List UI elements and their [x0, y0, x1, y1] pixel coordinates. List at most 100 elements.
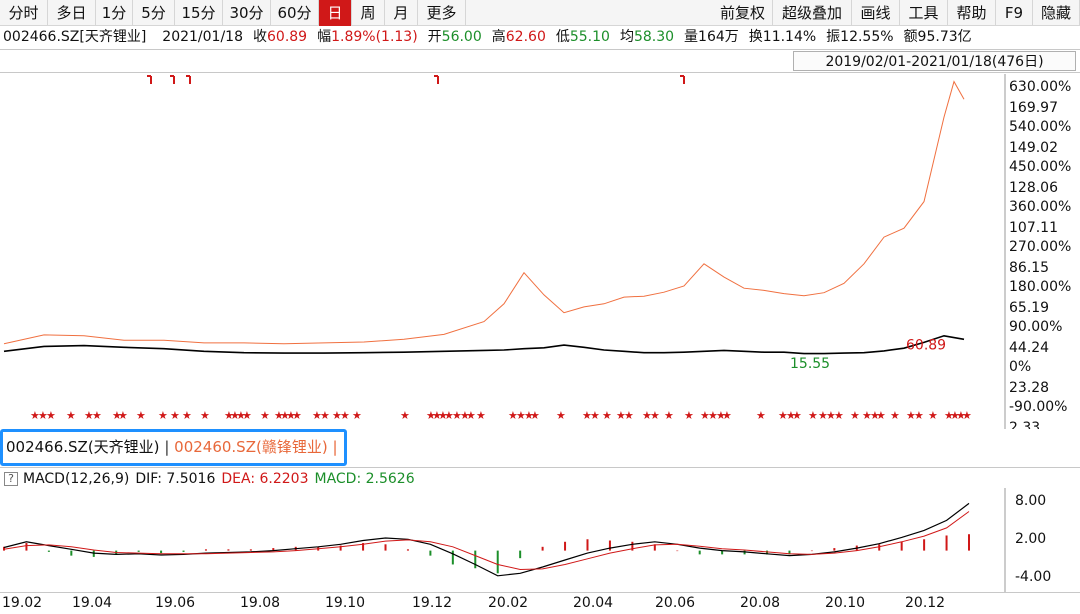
signal-star-47: ★	[650, 409, 660, 422]
date-range-selector[interactable]: 2019/02/01-2021/01/18(476日)	[793, 51, 1076, 71]
annotation-low-price: 15.55	[790, 356, 830, 372]
tool-button-5[interactable]: F9	[996, 0, 1033, 26]
y-tick-pct-0: 630.00%	[1009, 79, 1071, 95]
legend-stock-2[interactable]: 002460.SZ(赣锋锂业)	[174, 438, 328, 456]
y-tick-price-0: 169.97	[1009, 100, 1058, 116]
signal-star-35: ★	[476, 409, 486, 422]
macd-bar-16	[362, 543, 365, 551]
macd-bar-28	[631, 541, 634, 551]
signal-star-34: ★	[466, 409, 476, 422]
signal-star-5: ★	[92, 409, 102, 422]
macd-bar-12	[272, 548, 275, 551]
x-tick-9: 20.08	[740, 595, 781, 611]
x-tick-2: 19.06	[155, 595, 196, 611]
signal-star-25: ★	[340, 409, 350, 422]
y-tick-price-5: 65.19	[1009, 300, 1049, 316]
macd-dif-value: DIF: 7.5016	[135, 470, 216, 487]
y-tick-price-6: 44.24	[1009, 340, 1049, 356]
tool-button-4[interactable]: 帮助	[948, 0, 996, 26]
macd-y-tick-2: -4.00	[1015, 569, 1051, 585]
tool-button-3[interactable]: 工具	[900, 0, 948, 26]
period-tab-5[interactable]: 30分	[223, 0, 271, 26]
macd-bar-23	[519, 550, 522, 559]
macd-bar-8	[182, 550, 185, 552]
tool-button-6[interactable]: 隐藏	[1033, 0, 1080, 26]
macd-bar-7	[160, 550, 163, 554]
event-flag-1[interactable]	[170, 75, 175, 84]
macd-bar-11	[249, 549, 252, 551]
macd-bar-21	[474, 550, 477, 569]
y-tick-price-7: 23.28	[1009, 380, 1049, 396]
signal-star-67: ★	[906, 409, 916, 422]
tool-button-1[interactable]: 超级叠加	[773, 0, 852, 26]
signal-star-4: ★	[84, 409, 94, 422]
macd-bar-2	[47, 550, 50, 552]
y-tick-price-2: 128.06	[1009, 180, 1058, 196]
x-tick-1: 19.04	[72, 595, 113, 611]
period-tab-7[interactable]: 日	[319, 0, 352, 26]
help-icon[interactable]: ?	[4, 471, 18, 486]
signal-star-51: ★	[708, 409, 718, 422]
signal-star-61: ★	[834, 409, 844, 422]
x-tick-6: 20.02	[488, 595, 529, 611]
signal-star-13: ★	[224, 409, 234, 422]
y-tick-price-4: 86.15	[1009, 260, 1049, 276]
signal-star-7: ★	[118, 409, 128, 422]
legend-stock-1[interactable]: 002466.SZ(天齐锂业)	[6, 438, 160, 456]
signal-star-6: ★	[112, 409, 122, 422]
macd-macd-value: MACD: 2.5626	[314, 470, 415, 487]
period-tab-3[interactable]: 5分	[133, 0, 175, 26]
event-flag-3[interactable]	[434, 75, 439, 84]
event-flag-0[interactable]	[147, 75, 152, 84]
signal-star-27: ★	[400, 409, 410, 422]
signal-star-3: ★	[66, 409, 76, 422]
period-tab-9[interactable]: 月	[385, 0, 418, 26]
low-label: 低	[555, 29, 570, 45]
x-tick-7: 20.04	[573, 595, 614, 611]
event-flag-4[interactable]	[680, 75, 685, 84]
open-value: 56.00	[441, 29, 482, 45]
event-flag-2[interactable]	[186, 75, 191, 84]
period-tab-6[interactable]: 60分	[271, 0, 319, 26]
period-tab-4[interactable]: 15分	[175, 0, 223, 26]
y-tick-pct-2: 450.00%	[1009, 159, 1071, 175]
period-tab-0[interactable]: 分时	[0, 0, 48, 26]
signal-star-63: ★	[862, 409, 872, 422]
signal-star-60: ★	[826, 409, 836, 422]
legend-separator: |	[164, 438, 170, 456]
macd-indicator-name[interactable]: MACD(12,26,9)	[23, 470, 130, 487]
signal-star-59: ★	[818, 409, 828, 422]
macd-bar-40	[900, 541, 903, 551]
turnover-value: 换11.14%	[748, 29, 817, 45]
series-line-0	[3, 334, 965, 355]
range-row: 2019/02/01-2021/01/18(476日)	[0, 49, 1080, 73]
tool-button-2[interactable]: 画线	[852, 0, 900, 26]
macd-bar-3	[70, 550, 73, 556]
macd-bar-37	[833, 548, 836, 551]
signal-star-17: ★	[260, 409, 270, 422]
period-tab-1[interactable]: 多日	[48, 0, 96, 26]
change-label: 幅	[317, 29, 332, 45]
y-tick-pct-4: 270.00%	[1009, 239, 1071, 255]
signal-star-72: ★	[956, 409, 966, 422]
date-axis: 19.02 19.04 19.06 19.08 19.10 19.12 20.02 20.04…	[0, 592, 1080, 614]
period-tab-10[interactable]: 更多	[418, 0, 466, 26]
tool-button-0[interactable]: 前复权	[713, 0, 773, 26]
period-tab-2[interactable]: 1分	[96, 0, 133, 26]
macd-bar-31	[698, 550, 701, 555]
signal-star-11: ★	[182, 409, 192, 422]
macd-bar-0	[3, 546, 5, 551]
macd-bar-29	[653, 544, 656, 551]
signal-star-53: ★	[722, 409, 732, 422]
macd-chart[interactable]: 8.00 2.00 -4.00	[0, 488, 1080, 592]
period-tabs: 分时 多日 1分 5分 15分 30分 60分日周月更多	[0, 0, 466, 26]
period-tab-8[interactable]: 周	[352, 0, 385, 26]
open-label: 开	[427, 29, 442, 45]
signal-star-57: ★	[792, 409, 802, 422]
x-tick-5: 19.12	[412, 595, 453, 611]
signal-star-42: ★	[590, 409, 600, 422]
signal-star-68: ★	[914, 409, 924, 422]
price-overlay-chart[interactable]: 630.00% 540.00% 450.00% 360.00% 270.00% 180.0…	[0, 74, 1080, 429]
signal-star-43: ★	[602, 409, 612, 422]
signal-star-23: ★	[320, 409, 330, 422]
